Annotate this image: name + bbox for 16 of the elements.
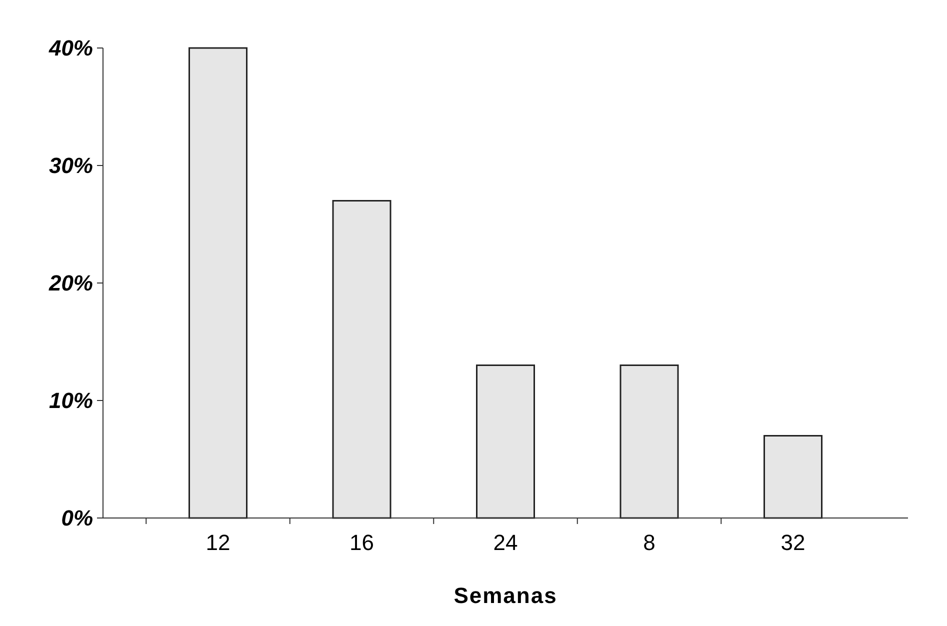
y-tick-label: 30% — [48, 153, 93, 178]
y-tick-label: 10% — [48, 388, 93, 414]
bar — [764, 435, 822, 519]
x-axis-title: Semanas — [454, 583, 558, 608]
bar — [620, 364, 679, 519]
x-tick-label: 32 — [780, 530, 806, 555]
bar — [332, 200, 392, 519]
bar — [188, 47, 248, 519]
y-tick-label: 40% — [48, 36, 93, 61]
x-tick-label: 16 — [350, 530, 374, 555]
x-tick-label: 24 — [493, 530, 518, 555]
x-tick-label: 8 — [643, 530, 656, 555]
y-tick-label: 0% — [61, 506, 93, 531]
x-tick-label: 12 — [206, 530, 230, 555]
y-tick-label: 20% — [48, 270, 93, 296]
bar — [476, 364, 535, 519]
